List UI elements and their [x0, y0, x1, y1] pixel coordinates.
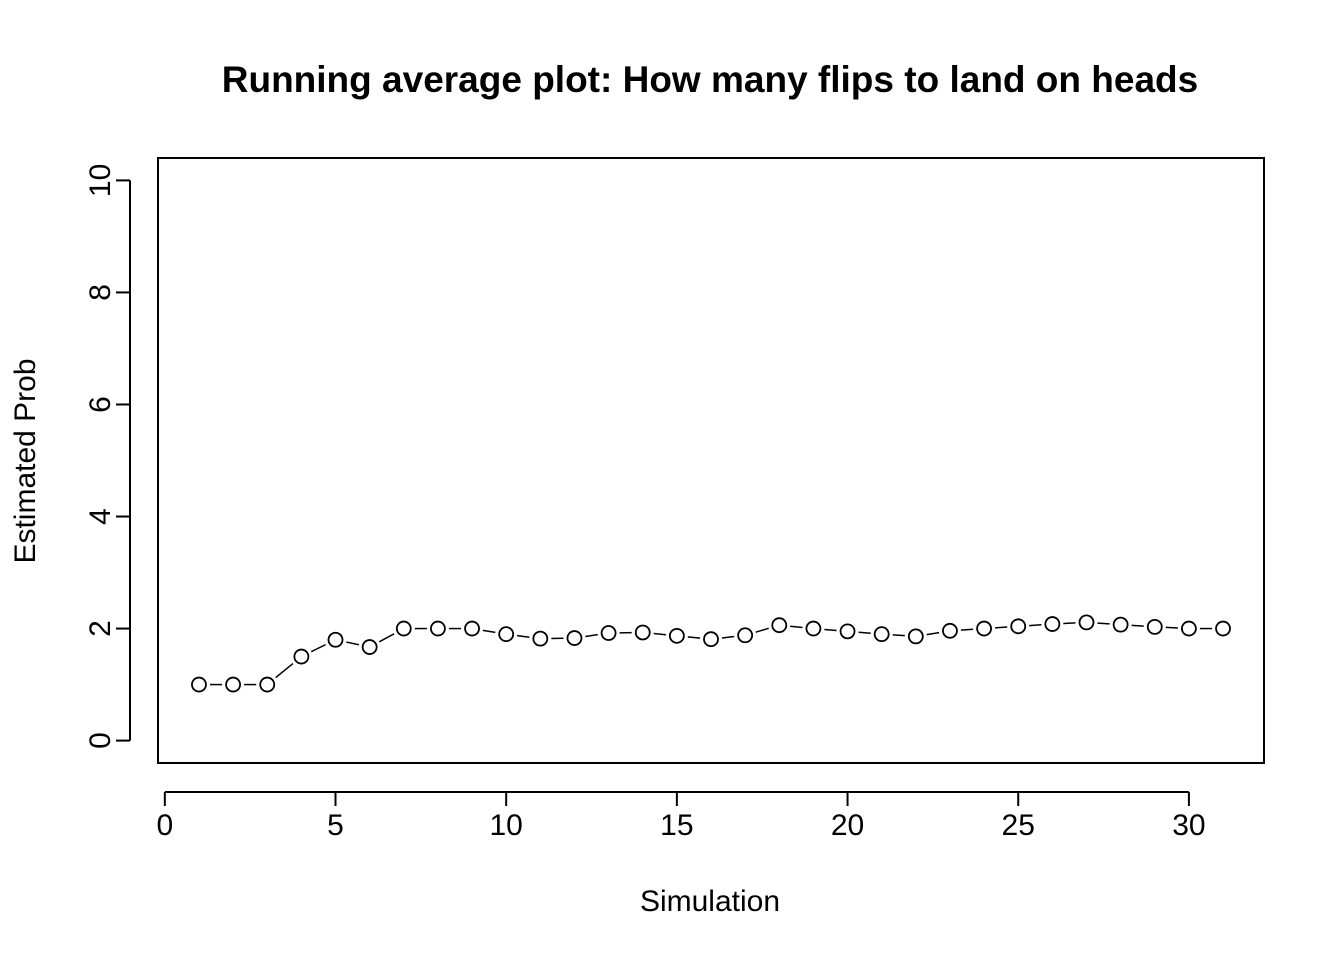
connector-segment: [653, 632, 666, 636]
connector-segment: [1131, 624, 1144, 627]
data-point: [259, 676, 276, 693]
data-point: [703, 631, 719, 648]
connector-segment: [858, 631, 871, 635]
data-point: [566, 630, 583, 646]
data-point: [361, 639, 378, 655]
data-point: [976, 620, 992, 637]
data-point: [1146, 618, 1163, 635]
x-tick-label: 10: [489, 809, 522, 842]
data-point: [805, 620, 822, 637]
y-tick-label: 0: [84, 732, 117, 749]
connector-segment: [1063, 622, 1076, 625]
data-point: [839, 623, 856, 640]
connector-segment: [1097, 622, 1110, 625]
x-tick-label: 15: [660, 809, 693, 842]
data-point: [942, 622, 958, 639]
connector-segment: [687, 636, 701, 639]
data-point: [293, 648, 310, 665]
connector-segment: [790, 625, 803, 629]
x-axis: 0 5 10 15 20 25 30: [156, 791, 1206, 842]
y-tick-label: 8: [84, 284, 117, 301]
x-axis-label: Simulation: [640, 885, 780, 918]
data-point: [327, 631, 344, 648]
y-tick-label: 4: [84, 508, 117, 525]
connector-segment: [275, 662, 294, 679]
data-point: [464, 620, 480, 637]
x-tick-label: 5: [327, 809, 344, 842]
data-point: [430, 620, 446, 637]
data-point: [1044, 616, 1061, 632]
data-point: [634, 624, 651, 641]
connector-segment: [516, 634, 530, 638]
connector-segment: [310, 643, 326, 653]
data-point: [668, 627, 685, 644]
data-point: [907, 628, 924, 645]
plot-frame: [157, 157, 1265, 764]
y-tick-label: 2: [84, 620, 117, 637]
data-point: [498, 626, 515, 643]
connector-segment: [995, 626, 1008, 629]
connector-segment: [346, 641, 360, 646]
connector-segment: [755, 627, 769, 633]
connector-segments: [209, 622, 1213, 686]
y-tick-label: 6: [84, 396, 117, 413]
y-tick-label: 10: [84, 164, 117, 197]
connector-segment: [892, 634, 905, 637]
x-tick-label: 20: [831, 809, 864, 842]
x-tick-label: 0: [156, 809, 173, 842]
y-axis-label: Estimated Prob: [9, 358, 42, 563]
connector-segment: [482, 629, 496, 634]
connector-segment: [585, 633, 598, 638]
data-point: [225, 676, 241, 693]
chart-title: Running average plot: How many flips to …: [222, 59, 1198, 100]
data-point: [532, 630, 549, 647]
data-point: [1078, 614, 1095, 631]
data-point: [771, 617, 788, 634]
x-tick-label: 30: [1172, 809, 1205, 842]
data-point: [395, 620, 412, 637]
data-point: [737, 627, 754, 644]
connector-segment: [824, 628, 837, 632]
connector-segment: [1165, 626, 1178, 629]
x-tick-label: 25: [1002, 809, 1035, 842]
data-point: [600, 625, 617, 641]
data-point: [873, 626, 890, 643]
y-axis: 0 2 4 6 8 10: [84, 164, 131, 749]
data-points: [191, 614, 1231, 693]
data-point: [1181, 620, 1197, 637]
connector-segment: [960, 628, 974, 631]
connector-segment: [1029, 624, 1042, 627]
data-point: [1010, 618, 1027, 635]
connector-segment: [721, 635, 735, 639]
data-point: [1112, 616, 1129, 633]
connector-segment: [378, 633, 395, 643]
connector-segment: [926, 631, 940, 636]
data-point: [191, 676, 207, 693]
data-point: [1215, 620, 1231, 637]
